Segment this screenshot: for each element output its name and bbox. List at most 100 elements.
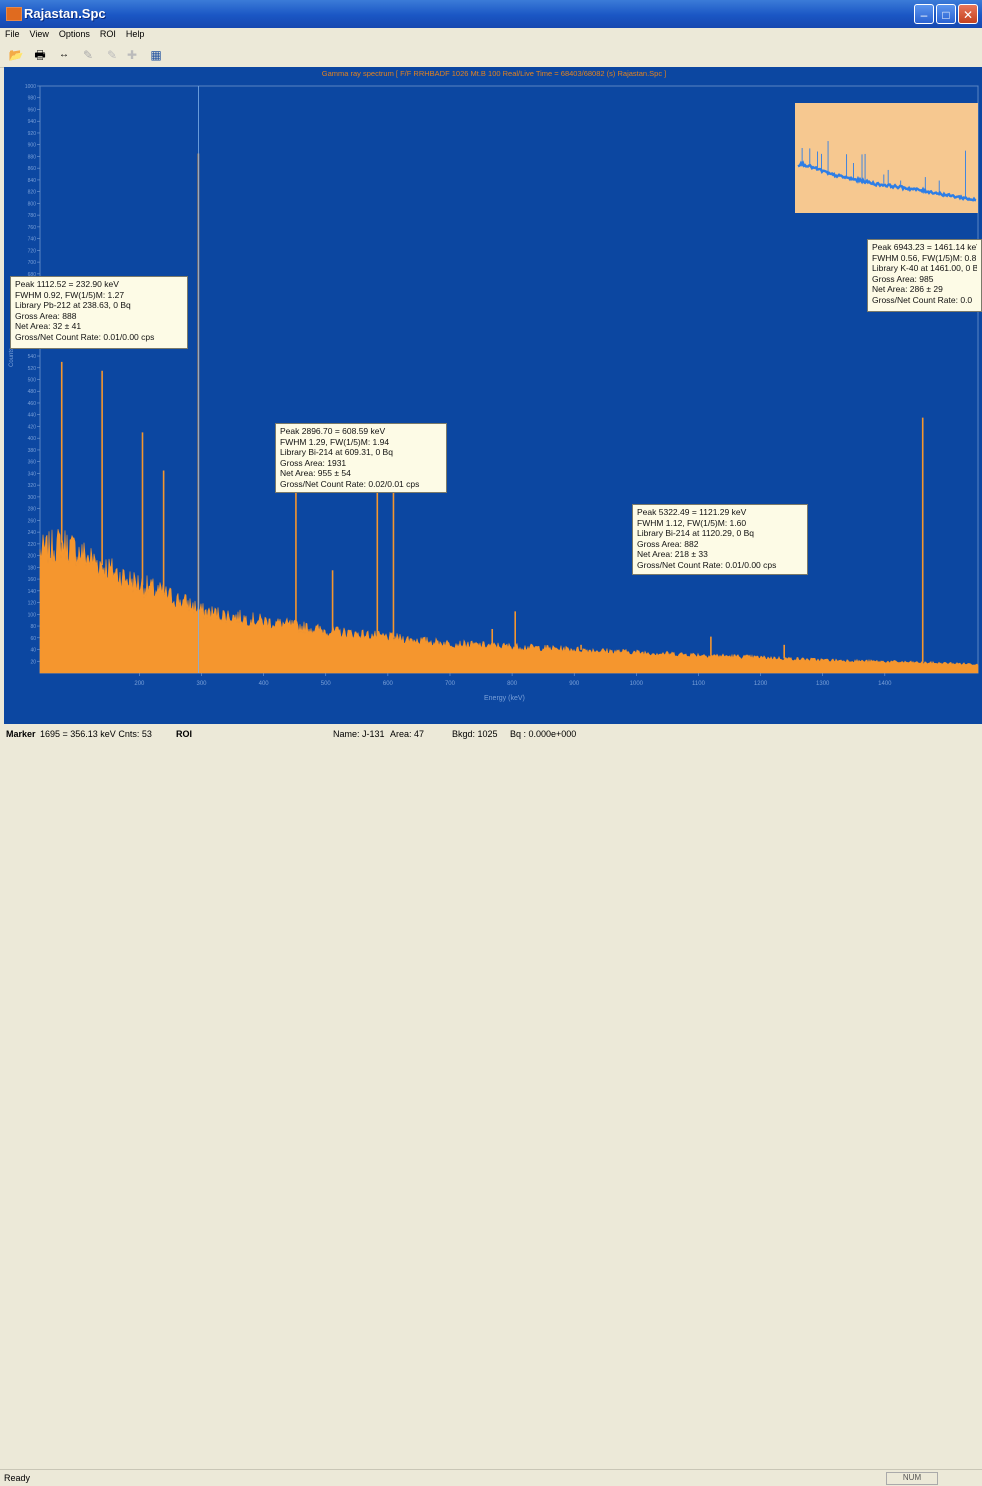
y-tick-label: 340 [28, 471, 37, 477]
callout-line: Net Area: 955 ± 54 [280, 468, 442, 479]
y-tick-label: 420 [28, 424, 37, 430]
y-tick-label: 920 [28, 131, 37, 137]
y-tick-label: 900 [28, 143, 37, 149]
open-icon[interactable]: 📂 [8, 47, 24, 63]
callout-line: FWHM 0.92, FW(1/5)M: 1.27 [15, 290, 183, 301]
y-tick-label: 200 [28, 554, 37, 560]
y-tick-label: 860 [28, 166, 37, 172]
overview-inset[interactable] [795, 103, 978, 213]
y-tick-label: 820 [28, 190, 37, 196]
pencil-disabled-icon: ✎ [104, 47, 120, 63]
peak-callout-609[interactable]: Peak 2896.70 = 608.59 keV FWHM 1.29, FW(… [275, 423, 447, 493]
spectrum-layer [40, 154, 978, 673]
x-tick-label: 200 [134, 681, 145, 687]
menu-options[interactable]: Options [54, 28, 95, 39]
maximize-button[interactable]: □ [936, 4, 956, 24]
ready-text: Ready [4, 1473, 30, 1483]
roi-bq: Bq : 0.000e+000 [510, 729, 576, 739]
y-tick-label: 180 [28, 565, 37, 571]
roi-bkgd: Bkgd: 1025 [452, 729, 498, 739]
callout-line: Gross/Net Count Rate: 0.02/0.01 cps [280, 479, 442, 490]
marker-label: Marker [6, 729, 36, 739]
x-tick-label: 300 [197, 681, 208, 687]
y-axis: 20 40 60 80 100 120 140 160 180 200 220 240 260 280 30… [25, 84, 40, 665]
callout-line: Gross Area: 882 [637, 539, 803, 550]
roi-name: Name: J-131 [333, 729, 385, 739]
pencil-icon[interactable]: ✎ [80, 47, 96, 63]
spectrum-continuum [40, 529, 978, 673]
x-axis: 200 300 400 500 600 700 800 900 1000 1100 1200 1300… [134, 673, 892, 687]
y-tick-label: 800 [28, 201, 37, 207]
y-tick-label: 980 [28, 96, 37, 102]
callout-line: Peak 1112.52 = 232.90 keV [15, 279, 183, 290]
peak-callout-1461[interactable]: Peak 6943.23 = 1461.14 keV FWHM 0.56, FW… [867, 239, 982, 312]
y-tick-label: 60 [30, 636, 36, 642]
marker-icon: ✚ [124, 47, 140, 63]
print-icon[interactable]: 🖶 [32, 47, 48, 63]
menu-file[interactable]: File [0, 28, 25, 39]
y-tick-label: 480 [28, 389, 37, 395]
callout-line: Library Bi-214 at 609.31, 0 Bq [280, 447, 442, 458]
callout-line: Gross Area: 1931 [280, 458, 442, 469]
x-tick-label: 1000 [630, 681, 644, 687]
status-area: Marker 1695 = 356.13 keV Cnts: 53 ROI Na… [0, 724, 982, 761]
x-tick-label: 1400 [878, 681, 892, 687]
roi-area: Area: 47 [390, 729, 424, 739]
y-tick-label: 280 [28, 507, 37, 513]
peak-callout-1120[interactable]: Peak 5322.49 = 1121.29 keV FWHM 1.12, FW… [632, 504, 808, 575]
callout-line: FWHM 1.29, FW(1/5)M: 1.94 [280, 437, 442, 448]
callout-line: Net Area: 32 ± 41 [15, 321, 183, 332]
x-tick-label: 1200 [754, 681, 768, 687]
y-tick-label: 300 [28, 495, 37, 501]
y-tick-label: 140 [28, 589, 37, 595]
y-tick-label: 40 [30, 648, 36, 654]
x-tick-label: 600 [383, 681, 394, 687]
toolbar: 📂 🖶 ↔ ✎ ✎ ✚ ▦ [0, 43, 982, 68]
y-tick-label: 780 [28, 213, 37, 219]
title-bar: Rajastan.Spc – □ ✕ [0, 0, 982, 28]
callout-line: Library Bi-214 at 1120.29, 0 Bq [637, 528, 803, 539]
y-tick-label: 440 [28, 413, 37, 419]
chart-icon[interactable]: ▦ [148, 47, 164, 63]
y-tick-label: 1000 [25, 84, 36, 90]
callout-line: Net Area: 286 ± 29 [872, 284, 977, 295]
callout-line: Net Area: 218 ± 33 [637, 549, 803, 560]
x-tick-label: 400 [259, 681, 270, 687]
close-button[interactable]: ✕ [958, 4, 978, 24]
y-tick-label: 320 [28, 483, 37, 489]
minimize-button[interactable]: – [914, 4, 934, 24]
x-tick-label: 1300 [816, 681, 830, 687]
callout-line: Library Pb-212 at 238.63, 0 Bq [15, 300, 183, 311]
marker-readout: 1695 = 356.13 keV Cnts: 53 [40, 729, 152, 739]
y-tick-label: 880 [28, 154, 37, 160]
x-tick-label: 700 [445, 681, 456, 687]
peak-callout-238[interactable]: Peak 1112.52 = 232.90 keV FWHM 0.92, FW(… [10, 276, 188, 349]
plot-header: Gamma ray spectrum [ F/F RRHBADF 1026 Mt… [322, 69, 667, 78]
spectrum-window[interactable]: Gamma ray spectrum [ F/F RRHBADF 1026 Mt… [4, 67, 982, 724]
y-tick-label: 400 [28, 436, 37, 442]
window-title: Rajastan.Spc [24, 6, 106, 21]
callout-line: Gross/Net Count Rate: 0.01/0.00 cps [15, 332, 183, 343]
callout-line: FWHM 0.56, FW(1/5)M: 0.8 [872, 253, 977, 264]
menu-view[interactable]: View [25, 28, 54, 39]
callout-line: Gross Area: 985 [872, 274, 977, 285]
y-tick-label: 80 [30, 624, 36, 630]
y-tick-label: 240 [28, 530, 37, 536]
menu-help[interactable]: Help [121, 28, 150, 39]
y-tick-label: 20 [30, 659, 36, 665]
callout-line: Gross/Net Count Rate: 0.01/0.00 cps [637, 560, 803, 571]
app-icon [6, 7, 22, 21]
spectrum-plot[interactable]: Gamma ray spectrum [ F/F RRHBADF 1026 Mt… [4, 67, 982, 724]
callout-line: Peak 6943.23 = 1461.14 keV [872, 242, 977, 253]
x-tick-label: 900 [569, 681, 580, 687]
x-tick-label: 500 [321, 681, 332, 687]
ruler-icon[interactable]: ↔ [56, 47, 72, 63]
y-tick-label: 520 [28, 366, 37, 372]
menu-roi[interactable]: ROI [95, 28, 121, 39]
y-tick-label: 500 [28, 378, 37, 384]
y-tick-label: 960 [28, 107, 37, 113]
y-tick-label: 260 [28, 518, 37, 524]
x-tick-label: 800 [507, 681, 518, 687]
roi-label: ROI [176, 729, 192, 739]
y-tick-label: 360 [28, 460, 37, 466]
